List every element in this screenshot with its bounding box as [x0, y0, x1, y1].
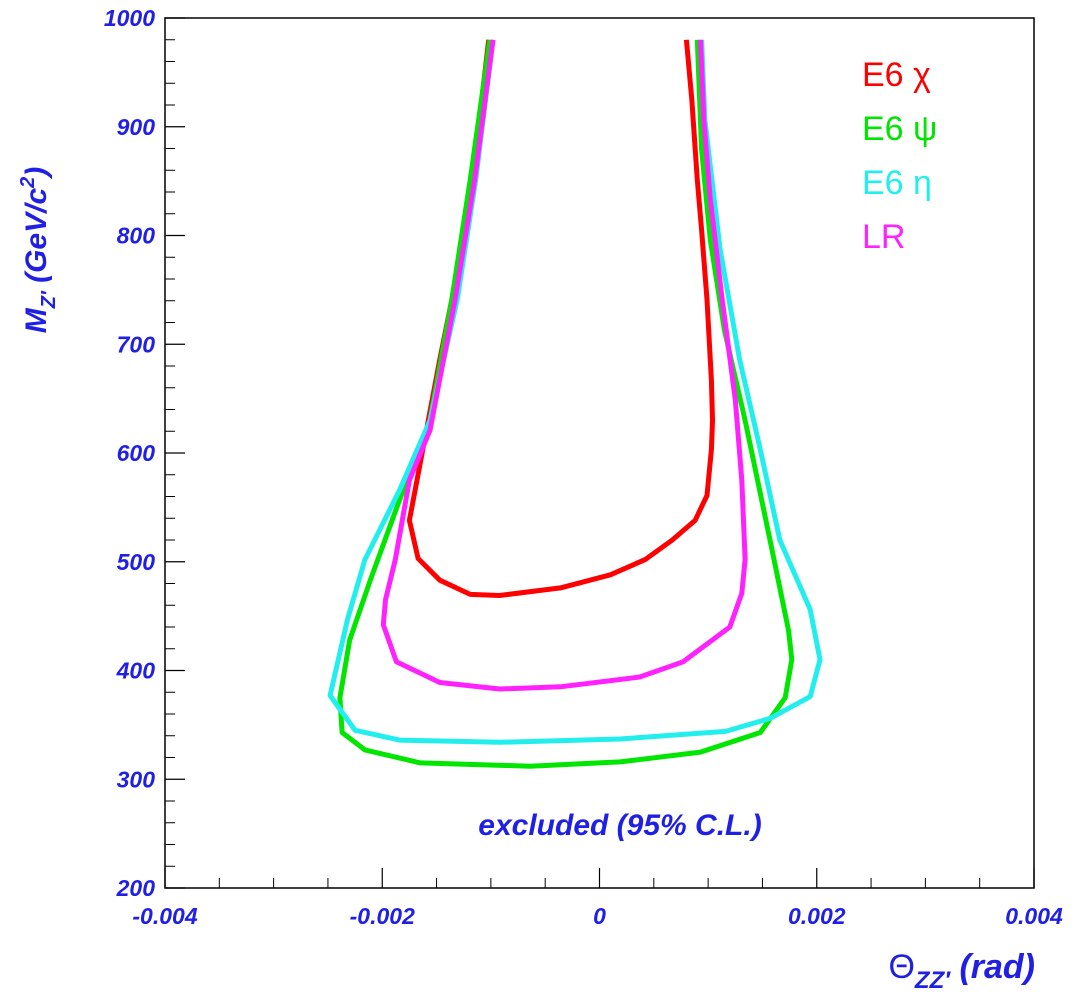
x-tick-label: 0.002	[788, 903, 846, 929]
y-tick-label: 500	[117, 549, 156, 575]
legend-entry: E6 η	[862, 164, 932, 202]
y-label-part: (GeV/c	[20, 188, 53, 292]
annotation: excluded (95% C.L.)	[478, 809, 761, 842]
legend-entry: E6 ψ	[862, 110, 937, 148]
x-tick-label: 0.004	[1005, 903, 1063, 929]
series-line	[327, 39, 823, 745]
x-tick-label: -0.004	[132, 903, 197, 929]
plot-frame	[164, 17, 1035, 889]
series-line	[337, 39, 795, 769]
y-label-part: M	[20, 307, 53, 333]
y-tick-label: 1000	[104, 5, 155, 31]
y-tick-label: 900	[117, 114, 156, 140]
x-tick-label: 0	[593, 903, 606, 929]
y-tick-label: 700	[117, 331, 156, 357]
x-axis-label: ΘZZ′ (rad)	[888, 948, 1035, 994]
y-tick-label: 200	[116, 875, 156, 901]
y-tick-label: 400	[116, 658, 156, 684]
legend-entry: LR	[862, 218, 905, 256]
x-label-part: (rad)	[950, 948, 1035, 986]
x-tick-label: -0.002	[350, 903, 415, 929]
y-tick-label: 800	[117, 223, 156, 249]
legend-entry: E6 χ	[862, 56, 931, 94]
y-tick-label: 300	[117, 766, 156, 792]
y-tick-label: 600	[117, 440, 156, 466]
x-label-part: ZZ′	[914, 967, 951, 994]
y-label-part: )	[20, 167, 53, 180]
series-line	[380, 39, 748, 692]
y-axis-label: MZ′ (GeV/c2)	[17, 167, 60, 334]
y-label-part: 2	[17, 177, 39, 189]
x-label-part: Θ	[888, 948, 914, 986]
y-label-part: Z′	[38, 290, 60, 309]
